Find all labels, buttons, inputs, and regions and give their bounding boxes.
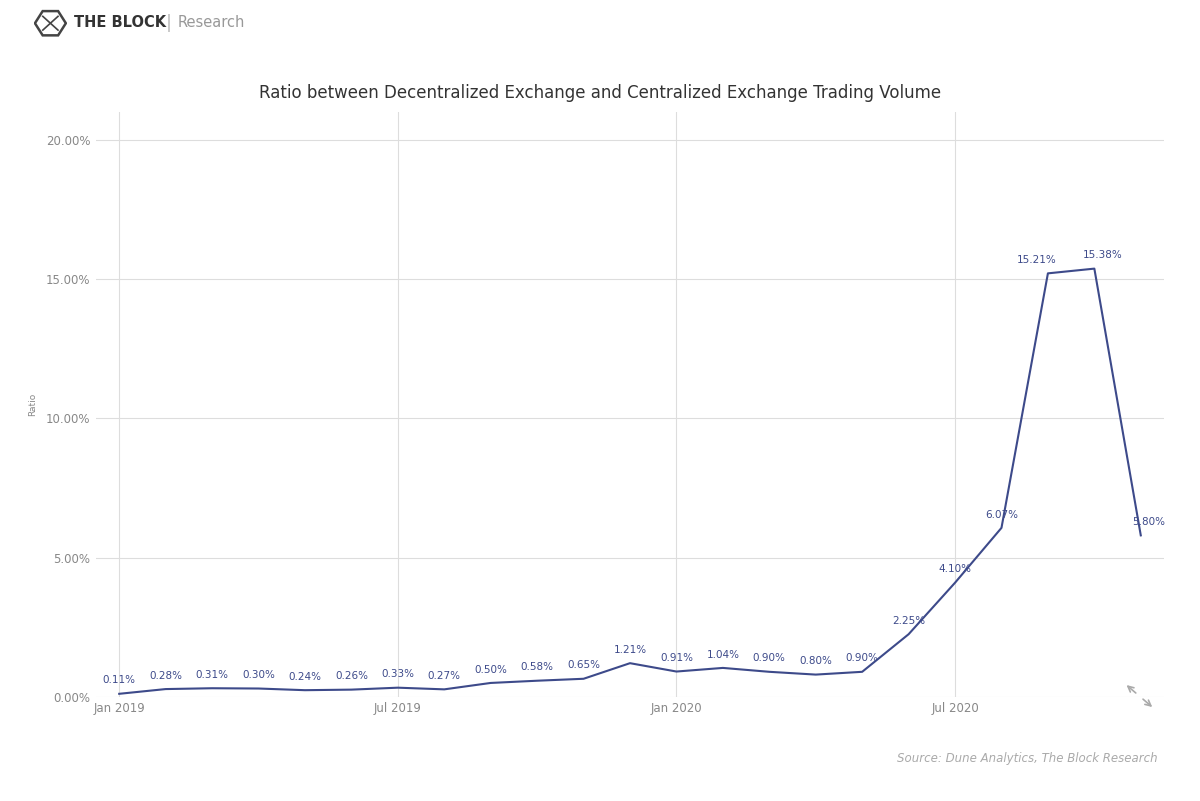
Text: 0.90%: 0.90% xyxy=(752,654,786,663)
Text: |: | xyxy=(166,14,172,32)
Text: Ratio between Decentralized Exchange and Centralized Exchange Trading Volume: Ratio between Decentralized Exchange and… xyxy=(259,84,941,102)
Text: 0.91%: 0.91% xyxy=(660,653,692,663)
Text: Source: Dune Analytics, The Block Research: Source: Dune Analytics, The Block Resear… xyxy=(898,752,1158,765)
Y-axis label: Ratio: Ratio xyxy=(29,392,37,417)
Text: 1.21%: 1.21% xyxy=(613,645,647,655)
Text: 0.28%: 0.28% xyxy=(149,670,182,681)
Text: 0.11%: 0.11% xyxy=(103,675,136,686)
Text: Research: Research xyxy=(178,15,245,30)
Text: 0.58%: 0.58% xyxy=(521,662,553,672)
Text: 0.80%: 0.80% xyxy=(799,656,832,666)
Text: 0.31%: 0.31% xyxy=(196,670,228,680)
Text: 6.07%: 6.07% xyxy=(985,509,1018,520)
Text: 0.24%: 0.24% xyxy=(288,672,322,682)
Text: 2.25%: 2.25% xyxy=(892,616,925,626)
Text: 0.27%: 0.27% xyxy=(427,671,461,681)
Text: 0.33%: 0.33% xyxy=(382,670,414,679)
Text: 15.21%: 15.21% xyxy=(1016,255,1057,265)
Text: 0.30%: 0.30% xyxy=(242,670,275,680)
Text: 15.38%: 15.38% xyxy=(1082,250,1122,260)
Text: 0.50%: 0.50% xyxy=(474,665,508,674)
Text: 4.10%: 4.10% xyxy=(938,565,972,574)
Text: 0.26%: 0.26% xyxy=(335,671,368,682)
Text: 1.04%: 1.04% xyxy=(707,650,739,659)
Text: 5.80%: 5.80% xyxy=(1133,517,1165,527)
Text: 0.90%: 0.90% xyxy=(846,654,878,663)
Text: 0.65%: 0.65% xyxy=(568,661,600,670)
Text: THE BLOCK: THE BLOCK xyxy=(74,15,167,30)
